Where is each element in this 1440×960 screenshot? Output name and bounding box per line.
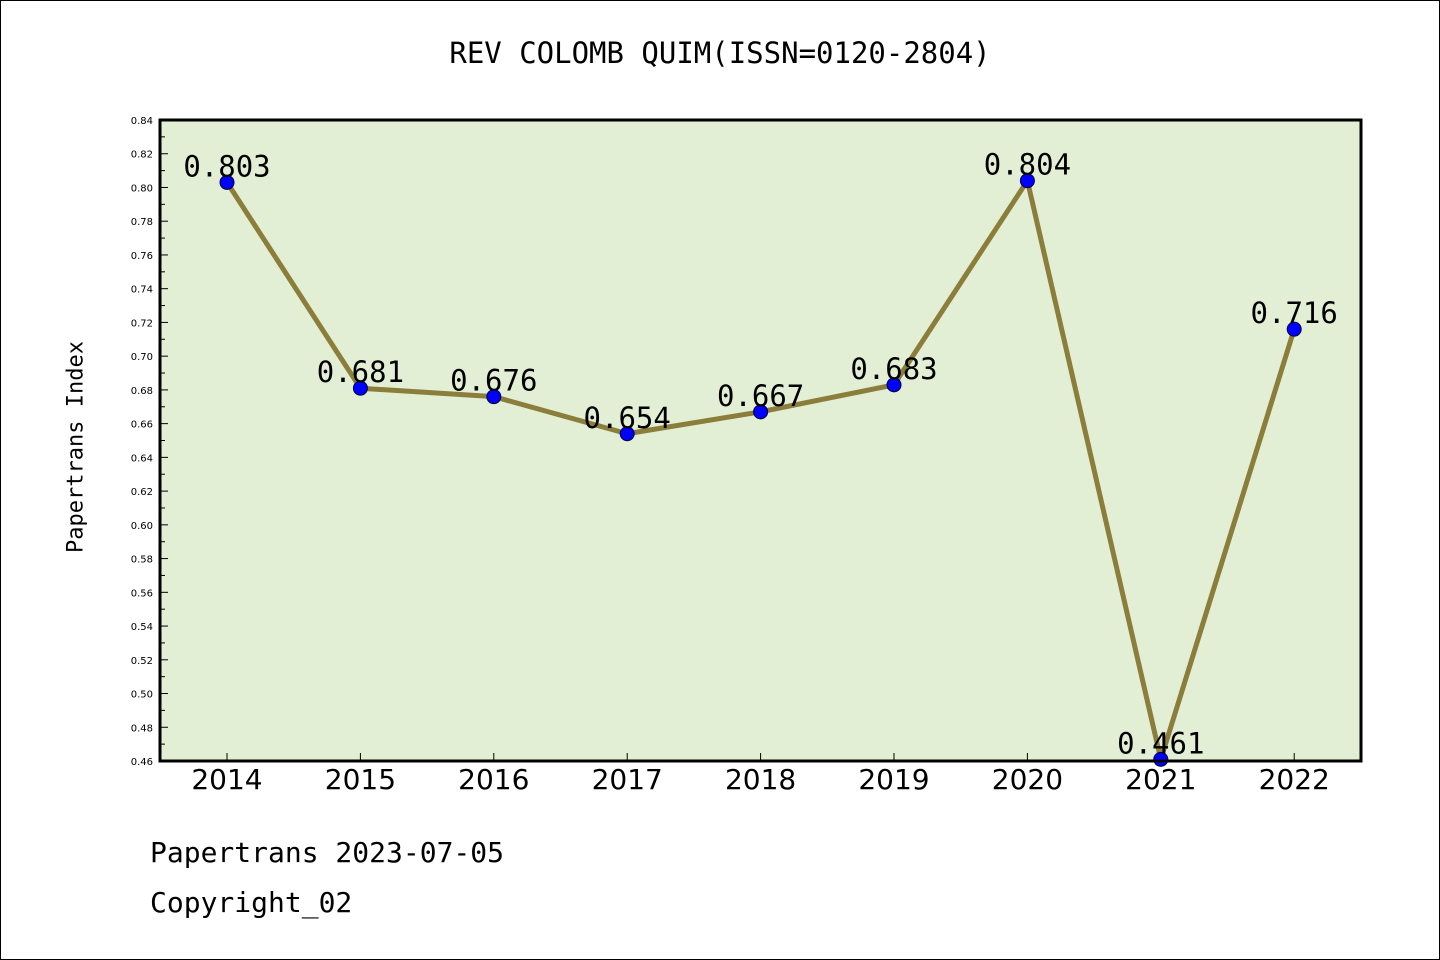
footer-date: Papertrans 2023-07-05 [150,836,505,869]
data-point [1019,173,1035,189]
plot-border [158,118,1363,763]
y-tick-label: 0.72 [131,318,153,329]
data-point [619,426,635,442]
data-markers [219,173,1302,767]
data-label: 0.716 [1251,296,1338,330]
x-axis-ticks: 2014 2015 2016 2017 2018 2019 2020 2021 2022 [191,753,1330,796]
y-tick-label: 0.68 [131,386,153,397]
data-labels: 0.803 0.681 0.676 0.654 0.667 0.683 0.804 0.461… [183,148,1338,761]
y-tick-label: 0.78 [131,217,153,228]
y-tick-label: 0.54 [131,622,153,633]
plot-area [160,120,1361,761]
x-tick-label: 2021 [1125,763,1196,796]
y-tick-label: 0.80 [131,183,153,194]
data-label: 0.681 [317,355,404,389]
x-tick-label: 2019 [858,763,929,796]
data-point [219,174,235,190]
y-tick-label: 0.70 [131,352,153,363]
data-label: 0.667 [717,379,804,413]
x-tick-label: 2015 [325,763,396,796]
footer-copyright: Copyright_02 [150,886,353,919]
y-tick-label: 0.46 [131,757,153,768]
x-tick-label: 2022 [1259,763,1330,796]
data-point [352,380,368,396]
y-tick-label: 0.64 [131,453,153,464]
data-point [1286,321,1302,337]
data-label: 0.803 [183,149,270,183]
y-tick-label: 0.74 [131,285,153,296]
x-tick-label: 2017 [592,763,663,796]
y-tick-label: 0.82 [131,150,153,161]
data-point [753,404,769,420]
data-label: 0.461 [1117,726,1204,760]
data-label: 0.804 [984,148,1071,182]
y-tick-label: 0.58 [131,555,153,566]
x-tick-label: 2014 [191,763,262,796]
data-point [486,389,502,405]
y-tick-label: 0.56 [131,588,153,599]
data-label: 0.654 [584,401,671,435]
data-label: 0.683 [850,352,937,386]
y-tick-label: 0.52 [131,656,153,667]
y-tick-label: 0.48 [131,723,153,734]
y-tick-label: 0.76 [131,251,153,262]
y-tick-label: 0.66 [131,420,153,431]
x-tick-label: 2020 [992,763,1063,796]
x-tick-label: 2018 [725,763,796,796]
x-tick-label: 2016 [458,763,529,796]
y-tick-label: 0.60 [131,521,153,532]
data-point [1153,751,1169,767]
y-tick-label: 0.84 [131,116,153,127]
data-point [886,377,902,393]
y-tick-label: 0.50 [131,690,153,701]
data-label: 0.676 [450,364,537,398]
chart-title: REV COLOMB QUIM(ISSN=0120-2804) [449,36,991,70]
y-tick-label: 0.62 [131,487,153,498]
